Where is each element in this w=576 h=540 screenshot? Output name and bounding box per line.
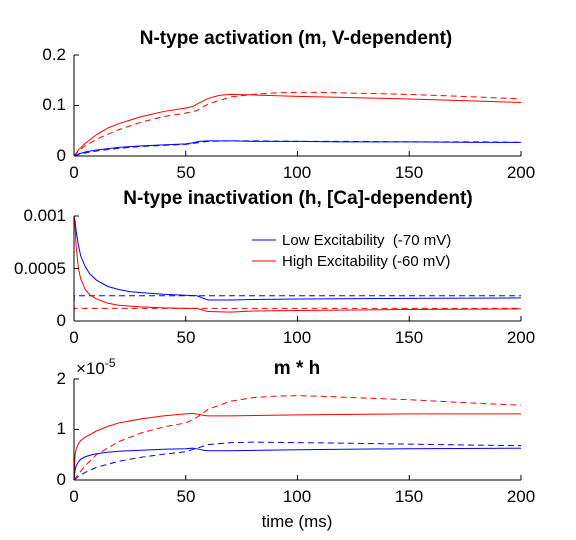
x-tick-label: 0 — [69, 163, 78, 182]
high-excitability-solid-line — [73, 93, 522, 157]
x-tick-label: 50 — [177, 328, 196, 347]
y-tick-label: 0.1 — [42, 95, 66, 114]
x-tick-label: 50 — [177, 163, 196, 182]
x-tick-label: 150 — [395, 487, 423, 506]
high-excitability-dashed-line — [73, 395, 522, 481]
legend-box — [246, 228, 521, 274]
low-excitability-solid-line — [73, 447, 522, 481]
plot-area — [73, 215, 522, 322]
legend-label-high: High Excitability (-60 mV) — [282, 253, 450, 270]
y-tick-label: 0.0005 — [14, 259, 66, 278]
panel-title: N-type activation (m, V-dependent) — [140, 28, 452, 49]
exponent-base: ×10 — [76, 359, 105, 378]
y-tick-label: 0 — [57, 311, 66, 330]
y-tick-label: 0.001 — [23, 206, 66, 225]
x-tick-label: 200 — [507, 487, 535, 506]
x-tick-label: 200 — [507, 163, 535, 182]
panel-inactivation: N-type inactivation (h, [Ca]-dependent) … — [14, 188, 535, 347]
y-tick-label: 0 — [57, 470, 66, 489]
y-tick-label: 0 — [57, 146, 66, 165]
legend-label-low: Low Excitability (-70 mV) — [282, 232, 451, 249]
x-tick-label: 100 — [283, 487, 311, 506]
legend: Low Excitability (-70 mV) High Excitabil… — [246, 228, 521, 274]
x-axis-label: time (ms) — [262, 512, 333, 531]
exponent-power: -5 — [105, 356, 116, 370]
x-tick-label: 100 — [283, 328, 311, 347]
plot-area — [73, 378, 522, 481]
low-excitability-dashed-line — [73, 140, 522, 157]
high-excitability-dashed-line — [73, 91, 522, 157]
panel-title: m * h — [274, 358, 320, 379]
low-excitability-solid-line — [73, 215, 522, 301]
low-excitability-dashed-line — [73, 295, 521, 322]
panel-product: m * h ×10-5 2 1 0 0 50 100 150 200 time … — [57, 356, 536, 531]
y-tick-label: 2 — [57, 369, 66, 388]
y-tick-label: 0.2 — [42, 45, 66, 64]
high-excitability-dashed-line — [73, 307, 521, 322]
x-tick-label: 0 — [69, 328, 78, 347]
y-tick-label: 1 — [57, 419, 66, 438]
panel-activation: N-type activation (m, V-dependent) 0.2 0… — [42, 28, 535, 182]
x-tick-label: 0 — [69, 487, 78, 506]
x-tick-label: 200 — [507, 328, 535, 347]
x-tick-label: 150 — [395, 163, 423, 182]
plot-area — [73, 54, 522, 157]
exponent-label: ×10-5 — [76, 356, 116, 378]
panel-title: N-type inactivation (h, [Ca]-dependent) — [123, 188, 472, 209]
low-excitability-dashed-line — [73, 441, 522, 481]
high-excitability-solid-line — [73, 412, 521, 481]
high-excitability-solid-line — [73, 215, 522, 313]
x-tick-label: 150 — [395, 328, 423, 347]
x-tick-label: 50 — [177, 487, 196, 506]
x-tick-label: 100 — [283, 163, 311, 182]
